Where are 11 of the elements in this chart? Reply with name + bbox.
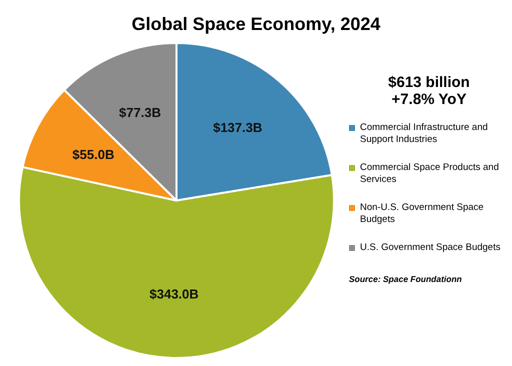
chart-title: Global Space Economy, 2024 — [130, 13, 382, 36]
data-label: $55.0B — [72, 147, 114, 162]
legend-label: Commercial Space Products and Services — [360, 162, 500, 186]
legend-title: $613 billion +7.8% YoY — [387, 74, 471, 108]
data-label: $77.3B — [119, 104, 161, 120]
legend-label: Non-U.S. Government Space Budgets — [360, 202, 485, 226]
legend-label: Commercial Infrastructure and Support Industries — [360, 122, 489, 146]
data-label: $343.0B — [150, 286, 199, 302]
source-note: Source: Space Foundationn — [349, 274, 463, 284]
data-label: $137.3B — [213, 120, 262, 136]
legend-label: U.S. Government Space Budgets — [360, 242, 500, 254]
